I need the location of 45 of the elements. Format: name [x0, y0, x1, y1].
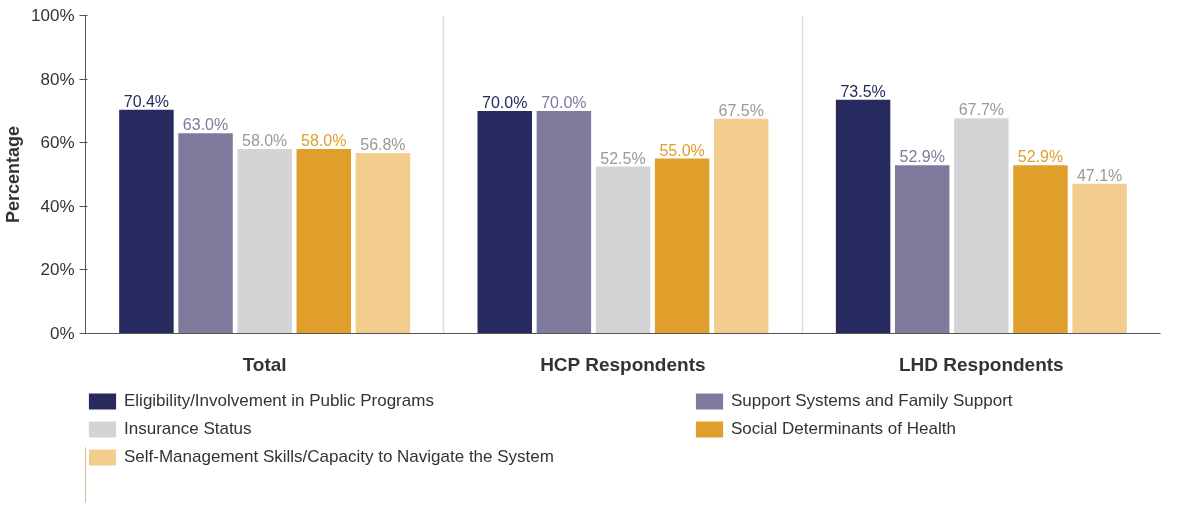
x-tick-label: HCP Respondents — [540, 353, 706, 375]
y-tick-label: 40% — [40, 196, 75, 216]
data-label: 70.4% — [123, 92, 170, 110]
bar — [477, 110, 532, 334]
bar — [654, 158, 710, 334]
y-tick-label: 80% — [40, 69, 75, 89]
legend-label: Insurance Status — [124, 419, 253, 439]
y-axis-title: Percentage — [3, 125, 24, 224]
y-tick-label: 0% — [49, 324, 75, 343]
bar — [1013, 165, 1068, 334]
bar — [595, 166, 651, 334]
data-label: 63.0% — [182, 116, 229, 134]
data-label: 70.0% — [482, 93, 528, 111]
y-tick-label: 100% — [31, 6, 75, 25]
data-label: 52.9% — [899, 148, 945, 166]
legend-label: Support Systems and Family Support — [731, 391, 1014, 411]
bar — [355, 152, 411, 334]
data-label: 52.5% — [600, 149, 646, 167]
bar — [714, 118, 769, 334]
x-tick-label: Total — [242, 353, 287, 375]
bar — [894, 165, 950, 334]
data-label: 67.7% — [958, 101, 1005, 119]
y-tick-label: 60% — [40, 133, 75, 153]
bar — [119, 109, 174, 334]
data-label: 47.1% — [1076, 166, 1123, 184]
bar — [1072, 183, 1127, 334]
bar — [835, 99, 891, 334]
data-label: 58.0% — [241, 132, 288, 150]
data-label: 73.5% — [840, 82, 886, 100]
y-tick-label: 20% — [40, 260, 75, 280]
bar — [954, 118, 1009, 334]
data-label: 70.0% — [541, 93, 587, 111]
bar — [536, 110, 592, 334]
data-label: 67.5% — [718, 101, 764, 119]
legend-label: Self-Management Skills/Capacity to Navigate the System — [124, 447, 555, 467]
bar — [237, 149, 292, 334]
bar — [296, 149, 352, 334]
legend-label: Social Determinants of Health — [731, 419, 957, 439]
data-label: 56.8% — [360, 135, 406, 153]
data-label: 55.0% — [659, 141, 705, 159]
x-tick-label: LHD Respondents — [899, 353, 1064, 375]
bar — [178, 133, 233, 334]
legend-label: Eligibility/Involvement in Public Programs — [124, 391, 435, 411]
data-label: 52.9% — [1017, 148, 1064, 166]
data-label: 58.0% — [301, 132, 347, 150]
